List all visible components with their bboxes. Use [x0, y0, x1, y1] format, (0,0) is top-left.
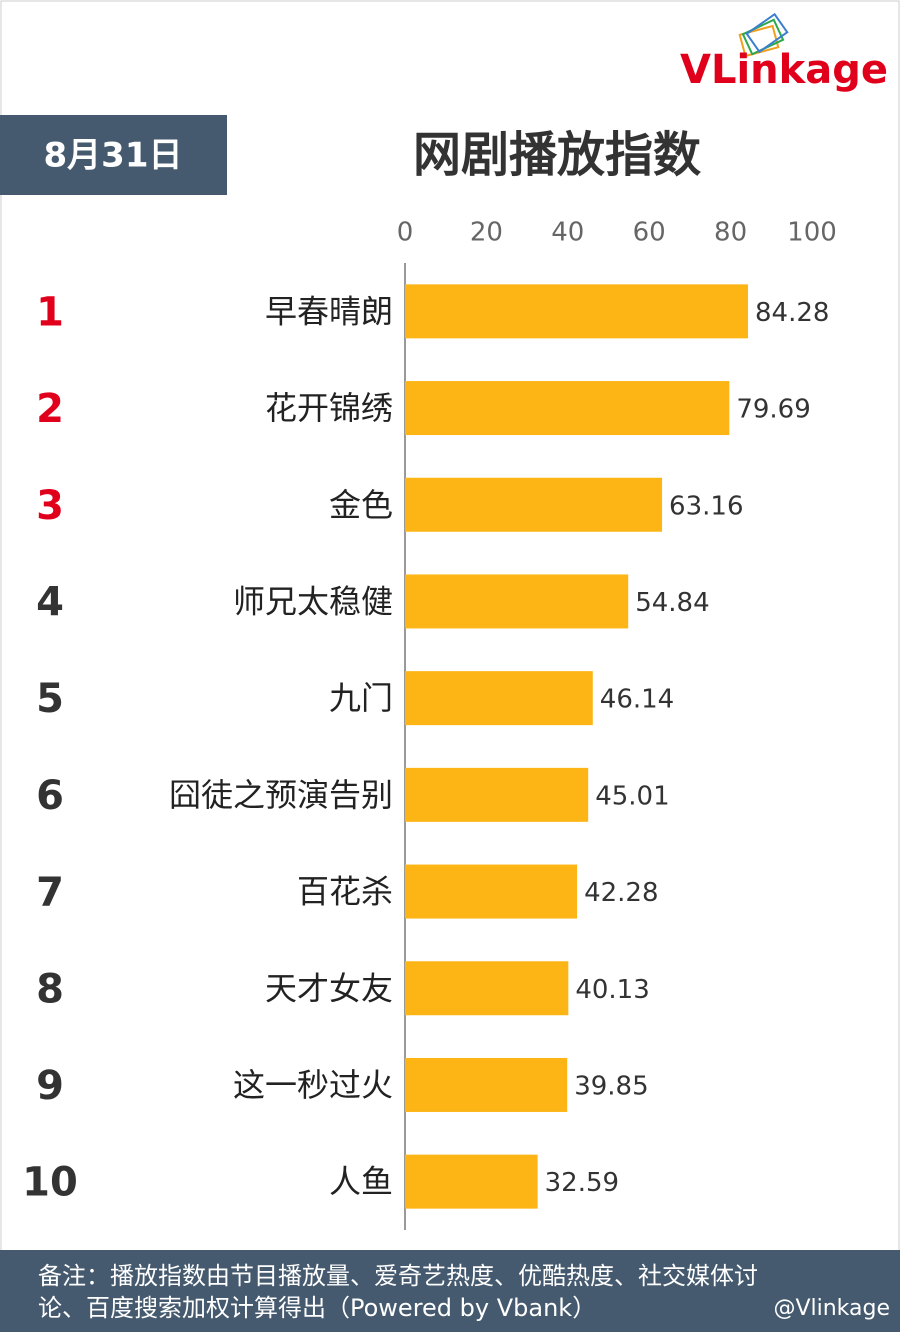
bar: [405, 1057, 568, 1112]
date: 8月31日: [44, 136, 183, 176]
date-box: [0, 115, 227, 195]
value-label: 46.14: [600, 685, 674, 715]
bar: [405, 864, 578, 919]
rank: 6: [36, 773, 64, 819]
rank: 5: [36, 676, 64, 722]
rank: 9: [36, 1063, 64, 1109]
footer: [0, 1250, 900, 1332]
bar: [405, 961, 569, 1016]
value-label: 40.13: [575, 975, 649, 1005]
value-label: 63.16: [669, 491, 743, 521]
bar: [405, 477, 663, 532]
bar: [405, 284, 749, 339]
rank: 4: [36, 579, 64, 625]
category-label: 早春晴朗: [265, 292, 393, 330]
bar: [405, 1154, 538, 1209]
note-line: 论、百度搜索加权计算得出（Powered by Vbank）: [38, 1294, 596, 1322]
value-label: 39.85: [574, 1071, 648, 1101]
rank: 1: [36, 289, 64, 335]
bar: [405, 574, 629, 629]
category-label: 人鱼: [329, 1163, 393, 1201]
x-tick-label: 0: [397, 218, 414, 248]
bar: [405, 671, 593, 726]
chart-title: 网剧播放指数: [413, 127, 701, 183]
x-tick-label: 40: [551, 218, 584, 248]
category-label: 花开锦绣: [265, 389, 393, 427]
category-label: 囧徒之预演告别: [169, 776, 393, 814]
category-label: 师兄太稳健: [233, 582, 393, 620]
value-label: 45.01: [595, 781, 669, 811]
category-label: 百花杀: [297, 873, 393, 911]
category-label: 九门: [329, 679, 393, 717]
x-tick-label: 60: [633, 218, 666, 248]
category-label: 天才女友: [265, 969, 393, 1007]
value-label: 54.84: [635, 588, 709, 618]
logo-text: VLinkage: [680, 47, 888, 93]
rank: 7: [36, 870, 64, 916]
rank: 10: [22, 1160, 78, 1206]
watermark: @Vlinkage: [773, 1296, 890, 1321]
value-label: 79.69: [736, 395, 810, 425]
bar: [405, 767, 589, 822]
bar: [405, 381, 730, 436]
value-label: 42.28: [584, 878, 658, 908]
rank: 8: [36, 966, 64, 1012]
x-tick-label: 80: [714, 218, 747, 248]
x-tick-label: 20: [470, 218, 503, 248]
rank: 3: [36, 483, 64, 529]
category-label: 这一秒过火: [233, 1066, 393, 1104]
logo-icon: [738, 12, 789, 58]
note-line: 备注：播放指数由节目播放量、爱奇艺热度、优酷热度、社交媒体讨: [38, 1262, 758, 1290]
value-label: 32.59: [545, 1168, 619, 1198]
rank: 2: [36, 386, 64, 432]
category-label: 金色: [329, 486, 393, 524]
value-label: 84.28: [755, 298, 829, 328]
x-tick-label: 100: [787, 218, 837, 248]
